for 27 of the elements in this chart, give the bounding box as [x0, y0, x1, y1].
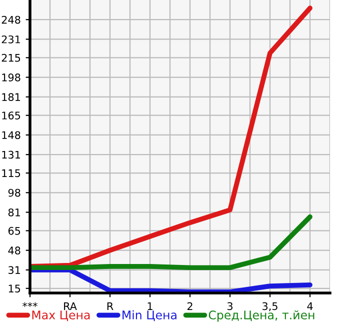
x-tick-label: 2: [187, 302, 192, 310]
y-tick-label: 215: [2, 54, 20, 62]
y-tick-label: 15: [8, 284, 20, 292]
legend-label: Min Цена: [122, 310, 176, 322]
x-tick-label: R: [107, 302, 114, 310]
y-tick-label: 248: [2, 16, 20, 24]
y-tick-label: 81: [8, 208, 20, 216]
x-tick-label: ***: [22, 302, 38, 307]
y-tick-label: 131: [2, 150, 20, 159]
x-tick-label: 4: [307, 302, 313, 310]
line-series: [30, 214, 312, 270]
legend-label: Сред.Цена, т.йен: [208, 310, 314, 322]
y-tick-label: 181: [2, 93, 20, 102]
y-tick-label: 31: [8, 266, 20, 274]
y-tick-label: 198: [2, 74, 20, 82]
x-tick-label: 1: [148, 302, 152, 310]
x-tick-label: 3: [227, 302, 232, 310]
y-tick-label: 165: [2, 112, 20, 120]
y-tick-label: 231: [2, 35, 20, 44]
y-tick-label: 48: [8, 246, 20, 254]
x-tick-label: RA: [64, 302, 77, 310]
y-tick-label: 148: [2, 131, 20, 140]
y-tick-label: 65: [8, 226, 20, 235]
y-tick-label: 115: [2, 169, 20, 178]
legend-label: Max Цена: [32, 310, 90, 322]
y-tick-label: 98: [8, 188, 20, 197]
x-tick-label: 3,5: [262, 302, 278, 312]
